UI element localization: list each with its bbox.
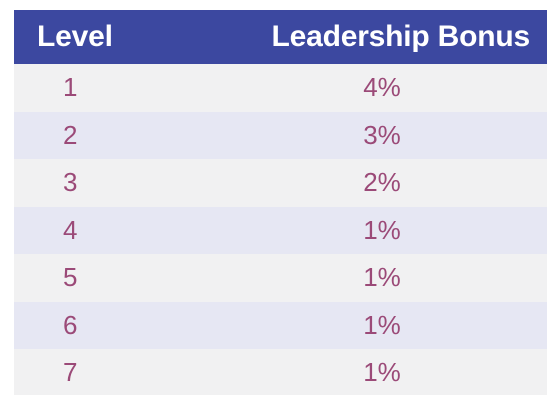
- table-row: 3 2%: [14, 159, 547, 207]
- level-cell: 1: [63, 72, 78, 103]
- bonus-cell: 1%: [363, 214, 401, 245]
- level-cell: 2: [63, 119, 78, 150]
- level-cell: 3: [63, 167, 78, 198]
- table-row: 6 1%: [14, 301, 547, 349]
- table-row: 7 1%: [14, 349, 547, 395]
- level-cell: 5: [63, 262, 78, 293]
- header-level: Level: [37, 20, 113, 53]
- table-row: 1 4%: [14, 64, 547, 112]
- table-row: 4 1%: [14, 206, 547, 254]
- table-header: Level Leadership Bonus: [14, 10, 547, 64]
- table-row: 5 1%: [14, 254, 547, 302]
- table-row: 2 3%: [14, 111, 547, 159]
- bonus-cell: 1%: [363, 357, 401, 388]
- level-cell: 7: [63, 357, 78, 388]
- level-cell: 4: [63, 214, 78, 245]
- bonus-cell: 3%: [363, 119, 401, 150]
- header-leadership-bonus: Leadership Bonus: [271, 20, 530, 53]
- bonus-cell: 4%: [363, 72, 401, 103]
- bonus-cell: 1%: [363, 309, 401, 340]
- bonus-cell: 2%: [363, 167, 401, 198]
- level-cell: 6: [63, 309, 78, 340]
- bonus-cell: 1%: [363, 262, 401, 293]
- leadership-bonus-table: Level Leadership Bonus 1 4% 2 3% 3 2% 4 …: [14, 10, 547, 395]
